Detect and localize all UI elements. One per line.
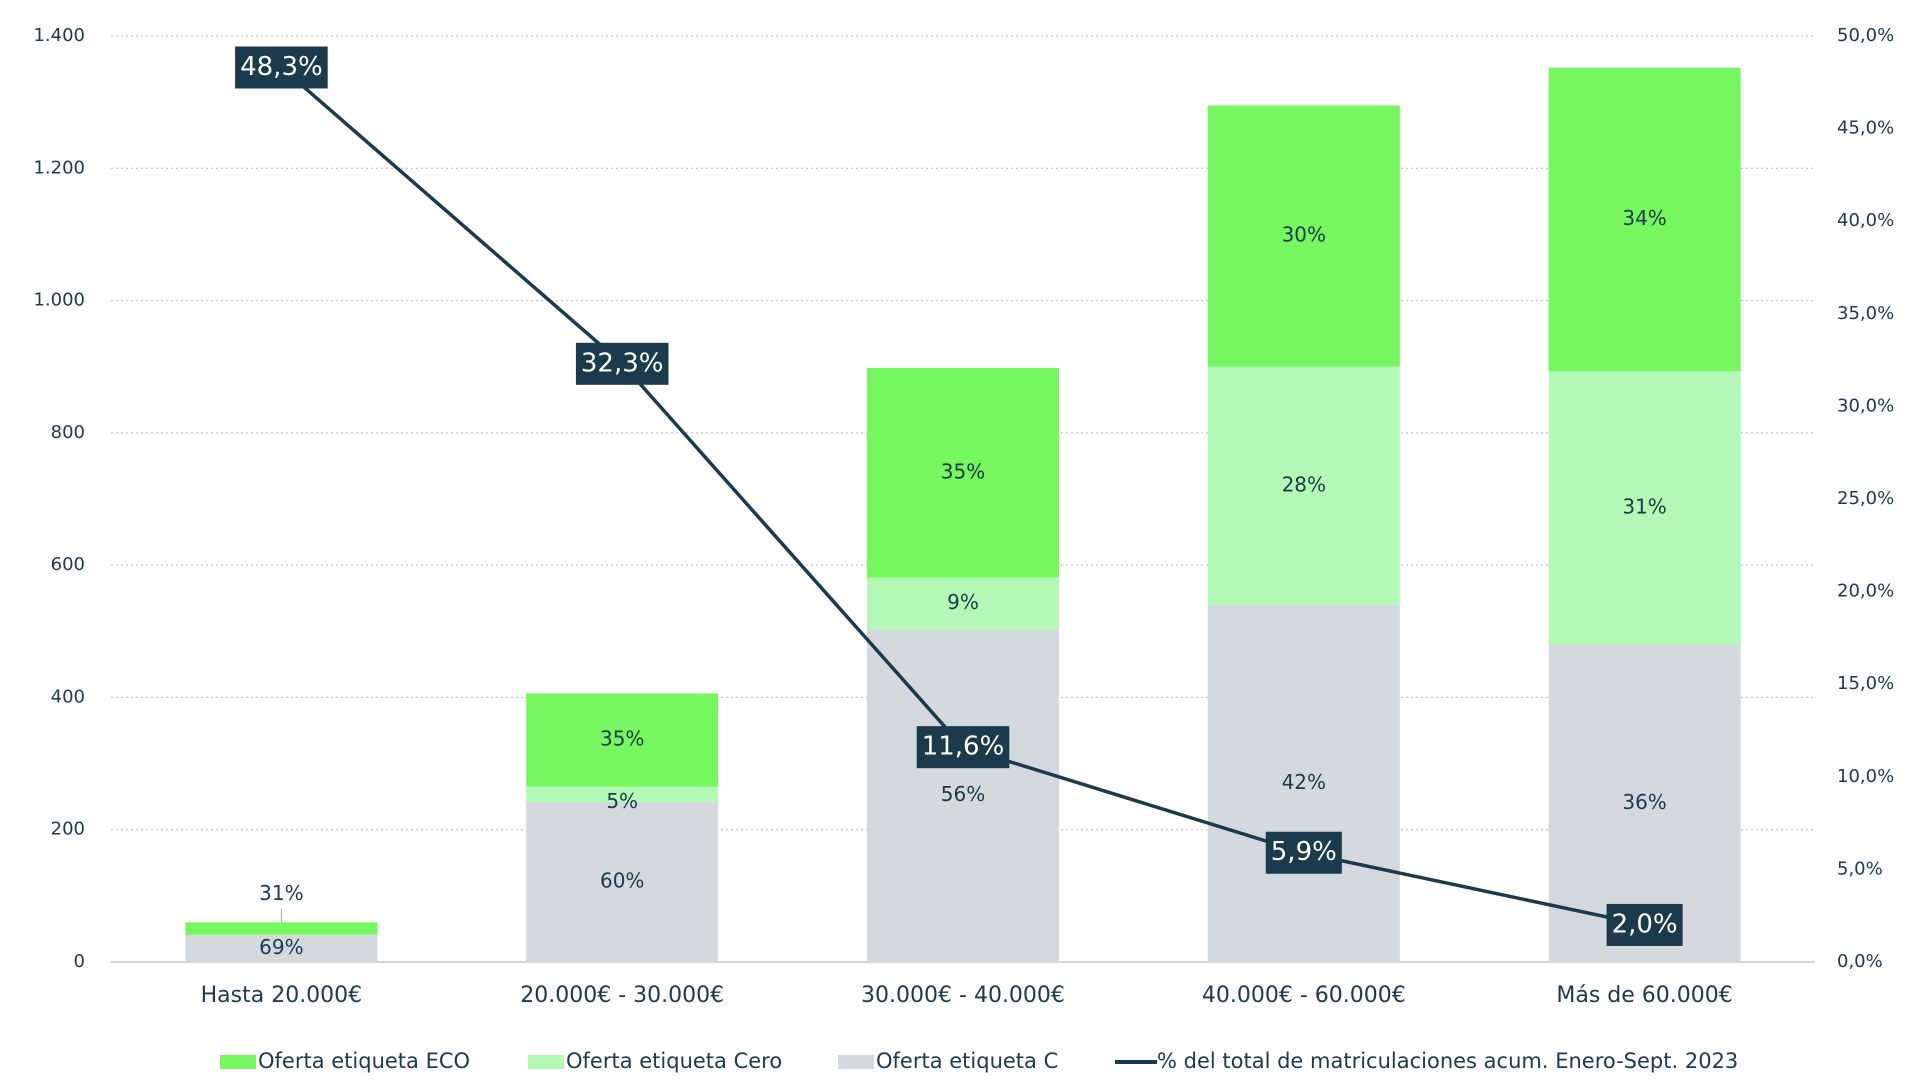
legend-swatch [528,1055,564,1069]
bar-value-label: 31% [1622,494,1666,518]
y-tick-label: 0 [74,951,85,972]
bar-value-label: 60% [600,868,644,892]
line-label-box [575,342,669,385]
y-tick-label: 200 [51,819,85,840]
bar-value-label: 69% [259,935,303,959]
legend-swatch [838,1055,874,1069]
bar-value-label: 34% [1622,206,1666,230]
line-label-box [1606,903,1683,946]
y2-tick-label: 30,0% [1837,395,1894,416]
bar-segment [185,922,378,935]
bar-segment [526,693,719,787]
y2-tick-label: 0,0% [1837,951,1883,972]
bar-segment [1207,105,1400,367]
line-value-label: 2,0% [1612,909,1678,939]
y2-tick-label: 5,0% [1837,858,1883,879]
bar-segment [1548,371,1741,645]
y2-tick-label: 50,0% [1837,25,1894,46]
legend-label: Oferta etiqueta ECO [258,1049,470,1073]
bar-segment [526,786,719,802]
legend-label: Oferta etiqueta C [876,1049,1058,1073]
bar-value-label: 35% [600,727,644,751]
bar-value-label: 42% [1282,770,1326,794]
x-tick-label: Hasta 20.000€ [201,983,363,1008]
line-label-box [916,726,1010,769]
line-value-label: 5,9% [1271,837,1337,867]
y-tick-label: 800 [51,422,85,443]
y2-tick-label: 10,0% [1837,766,1894,787]
bar-segment [185,934,378,962]
line-value-label: 32,3% [581,348,664,378]
line-value-label: 48,3% [240,52,323,82]
bar-segment [1207,366,1400,605]
y2-tick-label: 25,0% [1837,488,1894,509]
bar-segment [526,801,719,962]
bar-segment [1207,604,1400,962]
y2-tick-label: 15,0% [1837,673,1894,694]
x-tick-label: 40.000€ - 60.000€ [1202,983,1406,1008]
bar-value-label: 9% [947,590,979,614]
line-label-box [235,46,328,89]
y-tick-label: 400 [51,686,85,707]
bar-value-label: 36% [1622,790,1666,814]
bar-value-label: 56% [941,782,985,806]
bar-value-label: 31% [259,881,303,905]
y-tick-label: 1.000 [33,290,85,311]
bar-value-label: 35% [941,459,985,483]
legend-label: Oferta etiqueta Cero [566,1049,782,1073]
line-value-label: 11,6% [922,732,1005,762]
legend-label: % del total de matriculaciones acum. Ene… [1157,1049,1738,1073]
bar-segment [867,577,1059,630]
x-tick-label: 20.000€ - 30.000€ [520,983,724,1008]
bar-value-label: 28% [1282,472,1326,496]
y2-tick-label: 20,0% [1837,581,1894,602]
bar-segment [867,629,1059,962]
y-tick-label: 1.200 [33,157,85,178]
bar-value-label: 5% [606,789,638,813]
bar-segment [1548,67,1741,372]
y2-tick-label: 40,0% [1837,210,1894,231]
y-tick-label: 600 [51,554,85,575]
line-label-box [1265,831,1342,874]
bar-segment [867,368,1059,578]
y-tick-label: 1.400 [33,25,85,46]
x-tick-label: Más de 60.000€ [1556,983,1732,1008]
legend-swatch [220,1055,256,1069]
x-tick-label: 30.000€ - 40.000€ [861,983,1065,1008]
y2-tick-label: 35,0% [1837,303,1894,324]
y2-tick-label: 45,0% [1837,118,1894,139]
bar-value-label: 30% [1282,223,1326,247]
